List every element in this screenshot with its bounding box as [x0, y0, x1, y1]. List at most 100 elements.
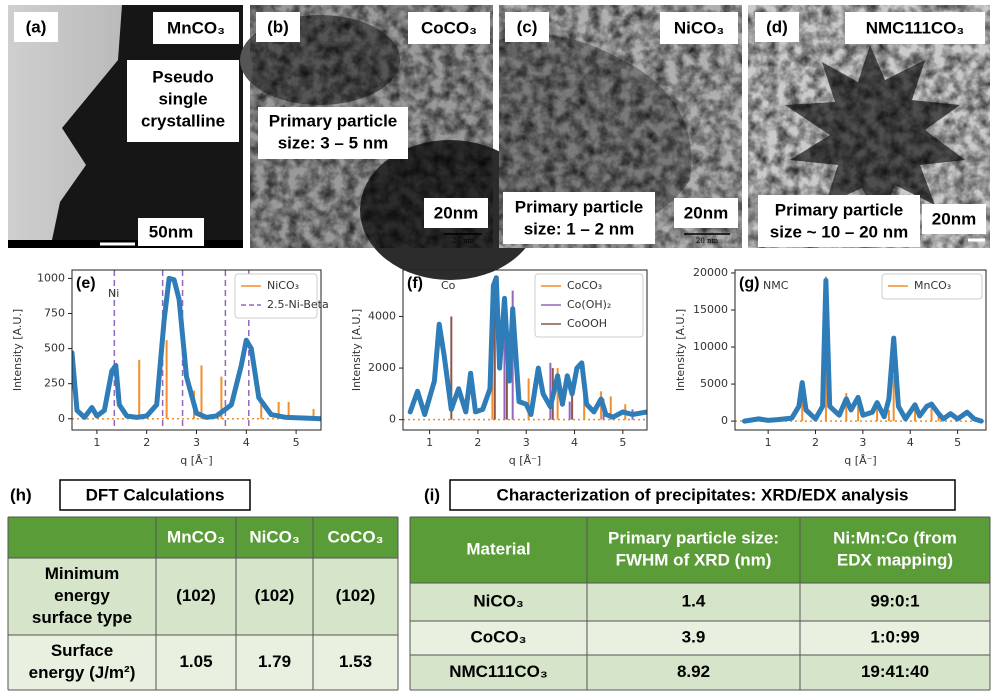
y-tick-label: 0 — [721, 414, 728, 427]
panel-label: (f) — [407, 275, 423, 292]
x-tick-label: 2 — [812, 436, 819, 449]
table-row — [8, 635, 398, 690]
measured-curve — [72, 275, 321, 422]
annotation: Ni — [108, 287, 119, 300]
scale-label: 50nm — [149, 222, 193, 241]
y-axis-label: Intensity [A.U.] — [674, 309, 687, 391]
note: Pseudo — [152, 67, 213, 86]
x-axis-label: q [Å⁻] — [844, 454, 876, 467]
legend-box — [534, 273, 644, 338]
column-header: CoCO₃ — [327, 527, 383, 546]
note: crystalline — [141, 111, 225, 130]
image-c: (c) NiCO₃ Primary particle size: 1 – 2 n… — [499, 5, 742, 248]
table-cell: CoCO₃ — [470, 627, 526, 646]
table-cell: 19:41:40 — [861, 662, 929, 681]
y-tick-label: 1000 — [37, 271, 65, 284]
measured-curve — [407, 275, 647, 420]
panel-label: (c) — [517, 17, 538, 36]
y-tick-label: 5000 — [700, 377, 728, 390]
plot-frame — [402, 269, 648, 431]
image-a: (a) MnCO₃ Pseudo single crystalline 50nm — [8, 5, 243, 248]
plot-area — [403, 275, 647, 421]
x-tick-label: 5 — [954, 436, 961, 449]
table-cell: NMC111CO₃ — [449, 662, 548, 681]
legend-label: 2.5-Ni-Beta — [267, 298, 329, 311]
title-box — [59, 479, 251, 511]
column-header: MnCO₃ — [167, 527, 225, 546]
note: Primary particle — [775, 200, 904, 219]
title-box — [449, 479, 956, 511]
y-tick-label: 10000 — [693, 340, 728, 353]
label-box — [153, 12, 239, 44]
scale-label: 20nm — [434, 203, 478, 222]
x-tick-label: 3 — [193, 436, 200, 449]
table: Material Primary particle size: FWHM of XR… — [409, 516, 991, 691]
plot-area — [72, 270, 321, 430]
table-row — [410, 621, 990, 655]
y-tick-label: 0 — [58, 412, 65, 425]
material: NMC111CO₃ — [866, 18, 965, 37]
label-box — [14, 12, 58, 42]
chart: 1 2 3 4 5 0 5000 10000 15000 20000 q [Å⁻] Intensity… — [674, 266, 987, 467]
label-box — [845, 12, 985, 44]
cell-text: surface type — [32, 608, 132, 627]
y-tick-label: 500 — [44, 342, 65, 355]
legend-label: NiCO₃ — [267, 279, 299, 292]
y-tick-label: 15000 — [693, 303, 728, 316]
annotation: NMC — [763, 279, 789, 292]
panel-label: (i) — [424, 485, 440, 504]
label-box — [758, 195, 920, 247]
label-box — [424, 198, 488, 228]
material: NiCO₃ — [674, 18, 724, 37]
x-axis-label: q [Å⁻] — [509, 454, 541, 467]
cell-text: energy (J/m²) — [29, 663, 136, 682]
cell-text: Primary particle size: — [608, 528, 779, 547]
label-box — [922, 204, 986, 234]
x-tick-label: 4 — [571, 436, 578, 449]
cell-text: Surface — [51, 641, 113, 660]
x-tick-label: 5 — [619, 436, 626, 449]
note: size: 3 – 5 nm — [278, 133, 389, 152]
note: size: 1 – 2 nm — [524, 219, 635, 238]
note: Primary particle — [515, 197, 644, 216]
note: single — [158, 89, 207, 108]
material: CoCO₃ — [421, 18, 477, 37]
y-tick-label: 4000 — [368, 309, 396, 322]
table-cell: 1.79 — [258, 652, 291, 671]
scale-label-small: 20 nm — [452, 237, 475, 245]
scale-label: 20nm — [684, 203, 728, 222]
table-title: DFT Calculations — [86, 485, 225, 504]
legend-box — [234, 273, 318, 319]
table-cell: 1.53 — [339, 652, 372, 671]
chart: 1 2 3 4 5 0 2000 4000 q [Å⁻] Intensity [A.U.] (f) C… — [350, 269, 648, 467]
panel-label: (e) — [76, 275, 96, 292]
table-cell: 1.05 — [179, 652, 212, 671]
scale-label-small: 20 nm — [696, 237, 719, 245]
y-tick-label: 750 — [44, 307, 65, 320]
y-axis-label: Intensity [A.U.] — [11, 309, 24, 391]
legend-label: Co(OH)₂ — [567, 298, 611, 311]
material: MnCO₃ — [167, 18, 225, 37]
table-row — [8, 558, 398, 635]
header-row — [410, 517, 990, 583]
header-row — [8, 517, 398, 558]
cell-text: Ni:Mn:Co (from — [833, 528, 957, 547]
table-cell: 8.92 — [677, 662, 710, 681]
x-tick-label: 2 — [143, 436, 150, 449]
label-box — [258, 107, 408, 159]
x-tick-label: 3 — [859, 436, 866, 449]
table-cell: 3.9 — [682, 627, 706, 646]
table-cell: (102) — [336, 586, 376, 605]
panel-label: (a) — [26, 17, 47, 36]
x-tick-label: 2 — [474, 436, 481, 449]
scale-label: 20nm — [932, 209, 976, 228]
legend-label: CoCO₃ — [567, 279, 602, 292]
x-tick-label: 1 — [765, 436, 772, 449]
y-tick-label: 250 — [44, 377, 65, 390]
image-d: (d) NMC111CO₃ Primary particle size ~ 10… — [748, 5, 990, 248]
label-box — [138, 218, 204, 246]
plot-frame — [734, 269, 987, 431]
table-cell: (102) — [176, 586, 216, 605]
label-box — [256, 12, 300, 42]
label-box — [660, 12, 738, 44]
